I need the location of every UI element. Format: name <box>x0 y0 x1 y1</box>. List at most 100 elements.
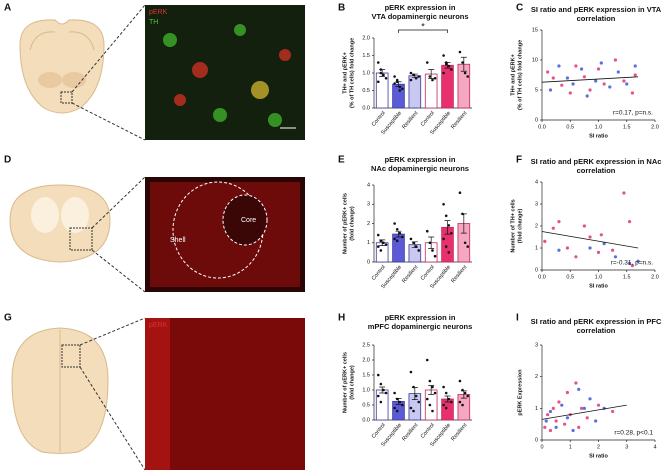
y-axis-label: TH+ and pERK+ <box>342 52 348 94</box>
x-tick-label: Resilient <box>450 264 468 284</box>
data-point <box>447 224 451 227</box>
data-point <box>376 245 380 248</box>
micrograph <box>145 318 305 470</box>
data-point <box>557 400 561 404</box>
data-point <box>461 388 464 392</box>
data-point <box>611 248 615 252</box>
data-point <box>563 422 567 426</box>
data-point <box>398 85 402 89</box>
data-point <box>625 82 629 86</box>
significance-label: * <box>421 21 425 31</box>
y-tick-label: 0 <box>535 117 538 123</box>
data-point <box>442 54 445 57</box>
data-point <box>431 249 434 252</box>
data-point <box>401 235 404 239</box>
data-point <box>571 428 575 433</box>
data-point <box>565 390 570 395</box>
data-point <box>376 233 380 237</box>
chart-title: NAc dopaminergic neurons <box>371 164 469 173</box>
data-point <box>557 220 561 224</box>
x-tick-label: Control <box>371 264 387 281</box>
data-point <box>599 233 603 237</box>
y-axis-label: (fold change) <box>349 365 355 400</box>
x-tick-label: Control <box>371 422 387 439</box>
data-point <box>450 231 453 235</box>
data-point <box>409 78 413 82</box>
data-point <box>565 246 570 250</box>
data-point <box>376 80 380 84</box>
image-label: Shell <box>170 237 186 244</box>
data-point <box>458 191 462 194</box>
data-point <box>579 67 584 71</box>
x-tick-label: Control <box>420 110 436 127</box>
y-tick-label: 3 <box>535 201 538 207</box>
y-tick-label: 1.0 <box>362 387 370 393</box>
data-point <box>574 64 578 68</box>
data-point <box>376 394 380 398</box>
x-tick-label: 0.5 <box>566 274 574 280</box>
data-point <box>463 71 467 75</box>
chart-title: SI ratio and pERK expression in NAc <box>531 157 662 166</box>
data-point <box>544 419 548 423</box>
data-point <box>594 79 598 83</box>
panel-label: I <box>516 313 519 324</box>
y-tick-label: 2.0 <box>362 35 370 41</box>
data-point <box>412 385 415 389</box>
data-point <box>409 370 413 374</box>
y-axis-label: (fold change) <box>349 206 355 241</box>
y-tick-label: 1 <box>367 240 370 246</box>
data-point <box>444 391 448 395</box>
data-point <box>627 220 632 224</box>
data-point <box>393 237 396 241</box>
data-point <box>379 71 383 75</box>
data-point <box>395 227 399 231</box>
panel-label: F <box>516 155 522 166</box>
data-point <box>557 64 561 68</box>
data-point <box>458 400 462 404</box>
data-point <box>565 76 570 80</box>
y-axis-label: (fold change) <box>517 209 523 244</box>
image-label: TH <box>149 19 158 26</box>
x-tick-label: 4 <box>653 444 656 450</box>
data-point <box>611 409 615 414</box>
y-tick-label: 0.0 <box>362 417 370 423</box>
data-point <box>431 78 434 82</box>
data-point <box>442 403 445 407</box>
data-point <box>450 68 453 71</box>
data-point <box>574 255 578 259</box>
data-point <box>568 91 572 95</box>
x-axis-label: SI ratio <box>589 453 608 459</box>
y-axis-label: Number of pERK+ cells <box>342 193 348 254</box>
data-point <box>442 385 445 389</box>
data-point <box>554 425 558 429</box>
data-point <box>412 73 415 77</box>
y-axis-label: Number of TH+ cells <box>510 199 516 252</box>
data-point <box>393 406 396 410</box>
y-tick-label: 2.0 <box>362 357 370 363</box>
panel-label: A <box>4 3 11 14</box>
x-tick-label: 0.0 <box>538 274 546 280</box>
data-point <box>574 381 578 385</box>
data-point <box>401 403 404 407</box>
image-label: pERK <box>149 9 168 16</box>
x-axis-label: SI ratio <box>589 283 608 289</box>
data-point <box>633 73 637 77</box>
data-point <box>548 409 553 414</box>
x-tick-label: 2.0 <box>651 274 659 280</box>
data-point <box>444 245 448 248</box>
y-tick-label: 1 <box>535 245 538 251</box>
x-tick-label: 0.0 <box>538 124 546 130</box>
stat-annotation: r=0.28, p<0.1 <box>614 430 653 437</box>
brain-illustration <box>9 176 146 293</box>
data-point <box>384 76 388 80</box>
y-tick-label: 0 <box>535 267 538 273</box>
data-point <box>417 400 421 404</box>
data-point <box>384 243 388 246</box>
data-point <box>543 239 547 243</box>
regression-line <box>541 231 639 249</box>
data-point <box>447 64 451 68</box>
data-point <box>433 254 437 258</box>
data-point <box>412 409 415 413</box>
data-point <box>398 89 402 92</box>
